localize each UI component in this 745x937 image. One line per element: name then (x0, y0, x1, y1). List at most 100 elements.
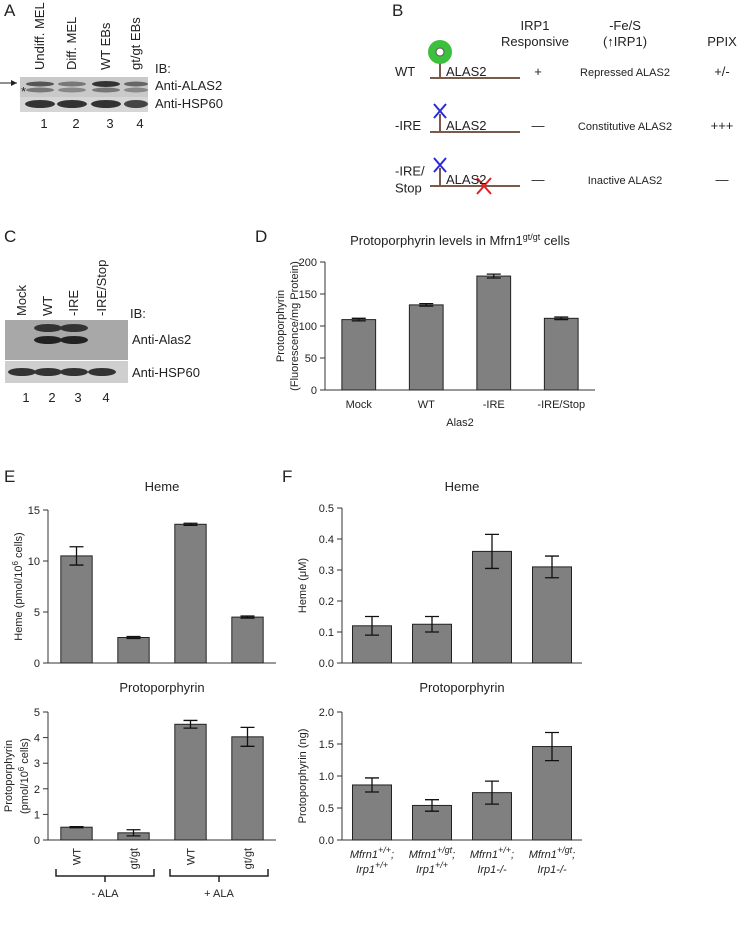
antibody: Anti-ALAS2 (155, 78, 222, 93)
panel-label: D (255, 227, 267, 246)
text-part: Mfrn1 (529, 849, 557, 861)
lane-label: WT EBs (98, 22, 113, 70)
y-tick-label: 0.5 (319, 503, 334, 515)
bar (352, 784, 392, 841)
chart-title: Protoporphyrin (119, 680, 204, 695)
text-part: Irp1-/- (537, 864, 567, 876)
bar (476, 275, 512, 391)
y-tick-label: 5 (34, 707, 40, 719)
y-axis-label: Protoporphyrin (3, 740, 15, 812)
text-part: 6 (11, 560, 20, 565)
text-part: Protoporphyrin (275, 290, 287, 362)
gene-label: ALAS2 (446, 64, 486, 79)
panel-label: E (4, 467, 15, 486)
chart-title: Heme (145, 479, 180, 494)
error-bar (183, 522, 198, 526)
blot-a (0, 77, 148, 112)
chart-title: Protoporphyrin levels in Mfrn1gt/gt cell… (350, 232, 570, 248)
x-tick-label: Mfrn1+/gt; Irp1+/+ (409, 845, 455, 876)
text-part: cells) (19, 738, 31, 767)
error-bar (425, 615, 439, 633)
error-bar (554, 316, 569, 321)
header: Responsive (501, 34, 569, 49)
y-tick-label: 50 (305, 353, 317, 365)
error-bar (126, 829, 141, 837)
y-tick-label: 0 (311, 385, 317, 397)
error-bar (351, 317, 366, 322)
gene-label: ALAS2 (446, 118, 486, 133)
bar (532, 566, 572, 664)
irp1-response: — (532, 118, 545, 133)
y-tick-label: 0.0 (319, 658, 334, 670)
text-part: Protoporphyrin (3, 740, 15, 812)
bar (60, 555, 93, 664)
y-axis-label: Heme (μM) (297, 558, 309, 613)
error-bar (365, 777, 379, 793)
y-tick-label: 0.4 (319, 534, 334, 546)
x-tick-label: WT (72, 848, 84, 865)
text-part: (pmol/10 (19, 771, 31, 814)
row-label: -IRE/ (395, 164, 425, 179)
text-part: ; (391, 849, 394, 861)
y-tick-label: 1.0 (319, 771, 334, 783)
fes-effect: Inactive ALAS2 (588, 175, 663, 187)
lane-label: WT (40, 296, 55, 316)
text-part: Protoporphyrin (ng) (297, 729, 309, 824)
ppix-level: — (716, 172, 729, 187)
y-tick-label: 5 (34, 607, 40, 619)
text-part: Heme (μM) (297, 558, 309, 613)
group-bracket (55, 869, 155, 882)
row-label: Stop (395, 181, 422, 196)
error-bar (425, 799, 439, 812)
y-axis-label: (pmol/106 cells) (17, 738, 32, 814)
x-tick-label: -IRE (483, 399, 505, 411)
text-part: Protoporphyrin levels in Mfrn1 (350, 233, 523, 248)
y-tick-label: 0.3 (319, 565, 334, 577)
chart-title: Heme (445, 479, 480, 494)
x-tick-label: Mfrn1+/gt; Irp1-/- (529, 845, 575, 876)
header: IRP1 (521, 18, 550, 33)
text-part: 6 (17, 766, 26, 771)
lane-number: 4 (102, 390, 109, 405)
error-bar (545, 555, 559, 579)
text-part: Mfrn1 (409, 849, 437, 861)
lane-label: Mock (14, 284, 29, 316)
irp1-response: + (534, 64, 542, 79)
y-tick-label: 0 (34, 835, 40, 847)
y-tick-label: 0.0 (319, 835, 334, 847)
lane-number: 4 (136, 116, 143, 131)
error-bar (485, 533, 499, 570)
row-label: WT (395, 64, 415, 79)
fes-effect: Repressed ALAS2 (580, 67, 670, 79)
y-axis-label: Protoporphyrin (275, 290, 287, 362)
error-bar (126, 635, 141, 640)
y-tick-label: 0 (34, 658, 40, 670)
text-part: Heme (pmol/10 (13, 565, 25, 640)
irp1-response: — (532, 172, 545, 187)
bar (231, 736, 264, 841)
x-tick-label: WT (418, 399, 435, 411)
header: PPIX (707, 34, 737, 49)
ppix-level: +++ (711, 118, 734, 133)
text-part: Irp1 (416, 864, 435, 876)
lane-label: Undiff. MEL (32, 2, 47, 70)
bar (341, 319, 377, 391)
x-tick-label: gt/gt (129, 848, 141, 869)
text-part: (Fluorescence/mg Protein) (289, 261, 301, 391)
group-label: + ALA (204, 888, 234, 900)
text-part: +/+ (378, 845, 391, 855)
text-part: +/gt (557, 845, 573, 855)
header: (↑IRP1) (603, 34, 647, 49)
error-bar (69, 826, 84, 829)
gene-label: ALAS2 (446, 172, 486, 187)
y-tick-label: 15 (28, 505, 40, 517)
panel-label: B (392, 1, 403, 20)
group-bracket (169, 869, 269, 882)
y-tick-label: 200 (299, 257, 317, 269)
header: -Fe/S (609, 18, 641, 33)
x-tick-label: gt/gt (243, 848, 255, 869)
text-part: Irp1 (356, 864, 375, 876)
y-tick-label: 0.2 (319, 596, 334, 608)
text-part: gt/gt (523, 232, 541, 242)
text-part: +/+ (435, 860, 448, 870)
